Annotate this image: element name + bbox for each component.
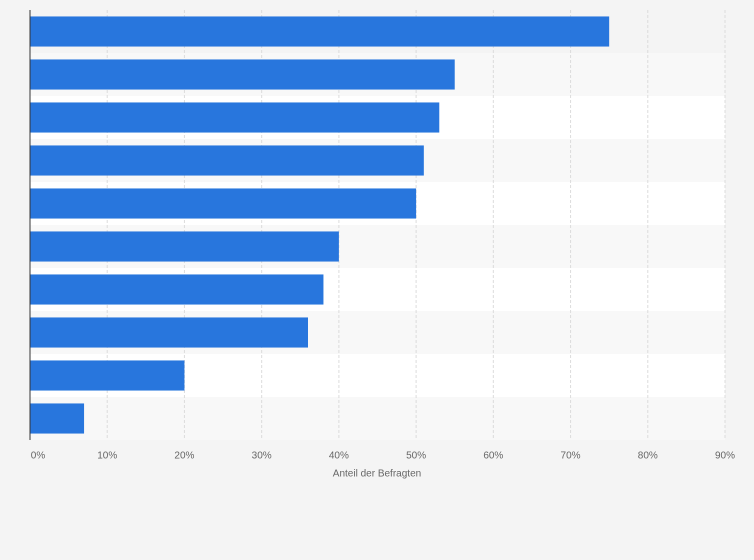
bar — [30, 188, 417, 219]
x-tick-label: 80% — [638, 451, 658, 462]
bar — [30, 231, 339, 262]
x-tick-label: 30% — [252, 451, 272, 462]
x-tick-label: 20% — [174, 451, 194, 462]
bar — [30, 360, 185, 391]
x-tick-label: 90% — [715, 451, 735, 462]
x-axis-label: Anteil der Befragten — [333, 469, 421, 480]
bar — [30, 16, 610, 47]
bar — [30, 403, 85, 434]
x-tick-label: 0% — [31, 451, 46, 462]
x-tick-label: 70% — [561, 451, 581, 462]
x-tick-label: 50% — [406, 451, 426, 462]
bar — [30, 317, 308, 348]
bar — [30, 274, 324, 305]
bar — [30, 145, 424, 176]
x-tick-label: 10% — [97, 451, 117, 462]
row-stripe — [30, 397, 725, 440]
bar — [30, 59, 455, 90]
bar — [30, 102, 440, 133]
x-tick-label: 60% — [483, 451, 503, 462]
x-tick-label: 40% — [329, 451, 349, 462]
